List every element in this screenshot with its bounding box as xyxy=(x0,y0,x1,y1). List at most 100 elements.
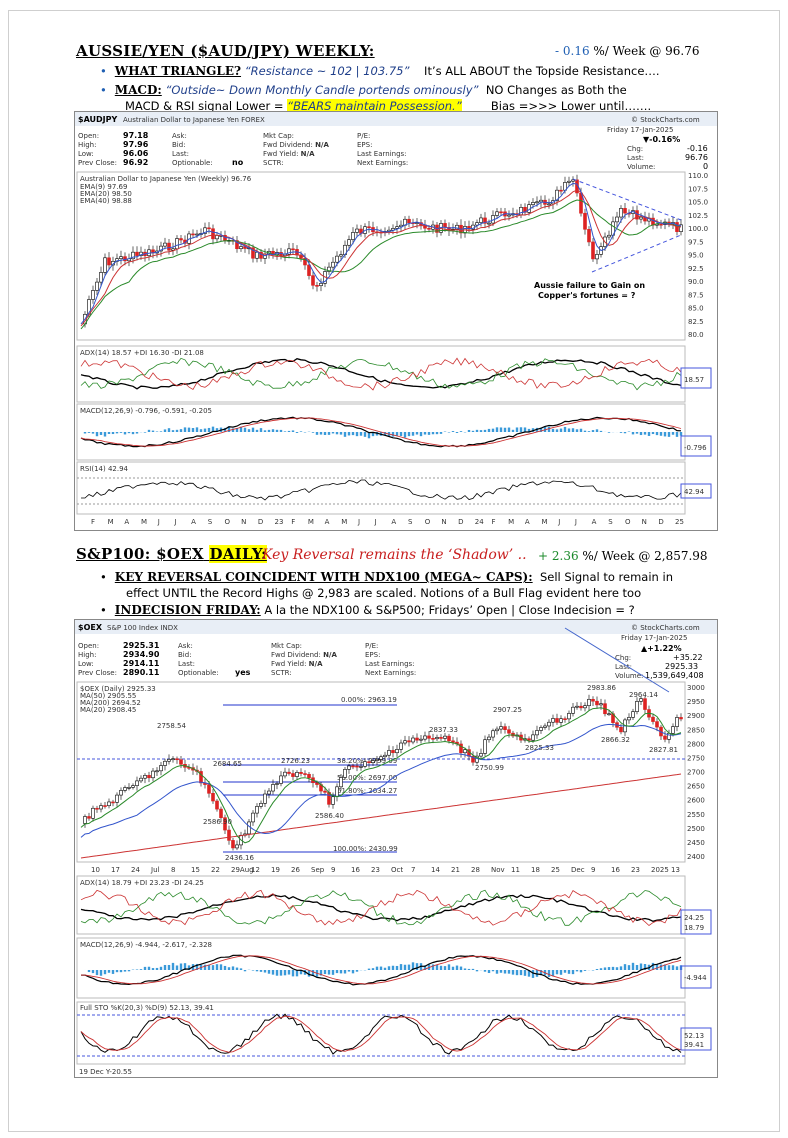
candle-body xyxy=(571,179,575,182)
histogram-bar xyxy=(495,427,499,432)
candle-body xyxy=(675,717,679,727)
x-axis-label: 9 xyxy=(591,866,595,874)
candle-body xyxy=(103,805,107,807)
macd-histogram xyxy=(83,962,683,978)
candle-body xyxy=(315,782,319,785)
histogram-bar xyxy=(103,432,107,437)
bullet-text: A la the NDX100 & S&P500; Fridays’ Open … xyxy=(264,603,635,617)
x-axis-label: A xyxy=(124,518,129,526)
candle-body xyxy=(535,201,539,204)
section2-bullet1-line2: effect UNTIL the Record Highs @ 2,983 ar… xyxy=(126,586,642,600)
histogram-bar xyxy=(491,970,495,972)
candle-body xyxy=(307,264,311,276)
svg-text:High:: High: xyxy=(78,141,96,149)
candle-body xyxy=(663,735,667,740)
histogram-bar xyxy=(175,965,179,970)
candle-body xyxy=(91,807,95,819)
change-pct: ▼-0.16% xyxy=(643,135,680,144)
histogram-bar xyxy=(471,430,475,432)
x-axis-label: 21 xyxy=(451,866,460,874)
x-axis-label: 24 xyxy=(475,518,484,526)
svg-text:Prev Close:: Prev Close: xyxy=(78,159,117,167)
price-axis-ticks: 3000 2950 2900 2850 2800 2750 2700 2650 2600 2550… xyxy=(687,684,705,861)
x-axis-label: 9 xyxy=(331,866,335,874)
candle-body xyxy=(107,257,111,266)
histogram-bar xyxy=(555,429,559,432)
adx-panel xyxy=(76,345,686,403)
candle-body xyxy=(571,706,575,714)
price-tick-label: 2450 xyxy=(687,839,705,847)
price-tick-label: 2700 xyxy=(687,769,705,777)
x-axis-label: 13 xyxy=(671,866,680,874)
fib-100-label: 100.00%: 2430.99 xyxy=(333,845,398,853)
histogram-bar xyxy=(139,969,143,970)
candle-body xyxy=(467,226,471,230)
daily-badge: DAILY: xyxy=(209,545,267,563)
histogram-bar xyxy=(527,428,531,432)
adx-panel xyxy=(76,875,686,935)
histogram-bar xyxy=(223,965,227,970)
histogram-bar xyxy=(295,970,299,977)
stat-open: 2925.31 xyxy=(123,641,160,650)
histogram-bar xyxy=(423,432,427,435)
histogram-bar xyxy=(611,966,615,970)
stat-low: 2914.11 xyxy=(123,659,160,668)
histogram-bar xyxy=(111,970,115,974)
histogram-bar xyxy=(215,428,219,432)
annotation-line2: Copper's fortunes = ? xyxy=(538,291,636,300)
histogram-bar xyxy=(283,431,287,432)
histogram-bar xyxy=(331,970,335,975)
histogram-bar xyxy=(399,964,403,970)
candle-body xyxy=(495,728,499,732)
x-axis-label: N xyxy=(241,518,246,526)
price-panel xyxy=(76,171,686,341)
candle-body xyxy=(215,235,219,240)
price-tick-label: 2800 xyxy=(687,740,705,748)
histogram-bar xyxy=(419,432,423,437)
bullet-text: Sell Signal to remain in xyxy=(539,570,673,584)
ema40-label: EMA(40) 98.88 xyxy=(80,197,132,205)
histogram-bar xyxy=(155,967,159,970)
ma20-label: MA(20) 2908.45 xyxy=(80,706,136,714)
candle-body xyxy=(623,208,627,214)
svg-text:P/E:: P/E: xyxy=(357,132,370,140)
candle-body xyxy=(495,211,499,216)
x-axis-label: S xyxy=(408,518,413,526)
histogram-bar xyxy=(159,966,163,970)
x-axis-label: 23 xyxy=(371,866,380,874)
candle-body xyxy=(255,806,259,814)
candle-body xyxy=(499,726,503,730)
histogram-bar xyxy=(267,429,271,432)
page-frame xyxy=(8,10,780,1132)
histogram-bar xyxy=(619,432,623,433)
x-axis-label: O xyxy=(224,518,230,526)
candle-body xyxy=(159,245,163,252)
histogram-bar xyxy=(603,967,607,970)
histogram-bar xyxy=(567,428,571,432)
candle-body xyxy=(563,718,567,720)
histogram-bar xyxy=(559,428,563,432)
x-axis-label: D xyxy=(258,518,263,526)
candle-body xyxy=(123,787,127,791)
histogram-bar xyxy=(351,432,355,436)
histogram-bar xyxy=(383,432,387,436)
peak-label: 2983.86 xyxy=(587,684,616,692)
minus-di-line xyxy=(80,357,682,391)
histogram-bar xyxy=(87,432,91,433)
candle-body xyxy=(491,730,495,738)
histogram-bar xyxy=(579,970,583,973)
histogram-bar xyxy=(411,432,415,436)
price-tick-label: 2750 xyxy=(687,754,705,762)
histogram-bar xyxy=(671,965,675,970)
section1-bullet2-line2: MACD & RSI signal Lower = “BEARS maintai… xyxy=(125,99,651,113)
price-axis-ticks: 110.0 107.5 105.0 102.5 100.0 97.5 95.0 92.5 90.… xyxy=(688,172,708,339)
adx-line xyxy=(80,357,682,390)
histogram-bar xyxy=(107,970,111,973)
histogram-bar xyxy=(119,970,123,973)
histogram-bar xyxy=(251,970,255,971)
candle-body xyxy=(271,784,275,792)
x-axis-label: M xyxy=(542,518,548,526)
histogram-bar xyxy=(675,432,679,437)
x-axis-label: N xyxy=(441,518,446,526)
histogram-bar xyxy=(499,427,503,432)
